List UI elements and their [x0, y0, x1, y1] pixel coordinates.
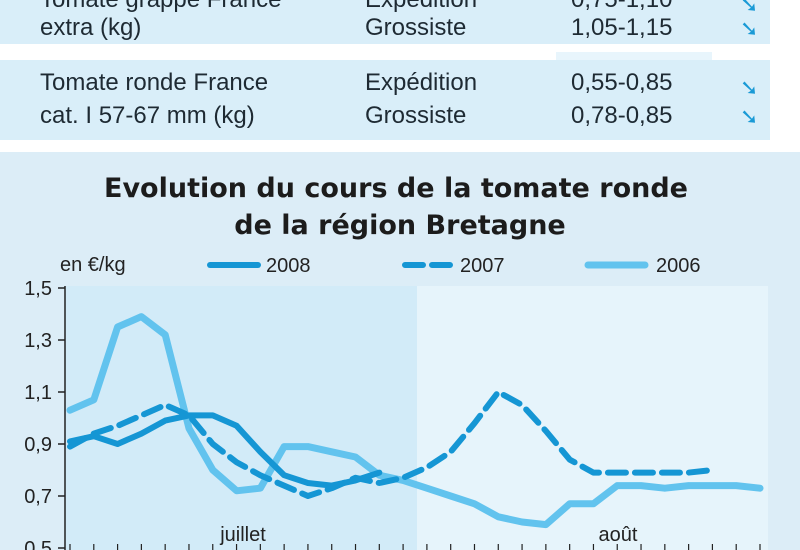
y-tick-label: 0,5 [24, 538, 52, 550]
product-name: Tomate ronde France [40, 69, 269, 96]
legend-label-2007: 2007 [460, 255, 505, 277]
market-stage: Expédition [365, 69, 478, 96]
arrow-down-right-icon: ➘ [740, 104, 759, 129]
arrow-down-right-icon: ➘ [740, 75, 759, 100]
x-axis: juillet août [69, 524, 761, 550]
legend-label-2008: 2008 [266, 255, 311, 277]
july-shaded-region [65, 286, 417, 550]
x-month-label: juillet [219, 524, 266, 546]
product-name: Tomate grappe France [40, 0, 281, 15]
arrow-down-right-icon: ➘ [740, 0, 759, 17]
legend-label-2006: 2006 [656, 255, 701, 277]
price-range: 0,75-1,10 [571, 0, 672, 15]
price-line-chart: Evolution du cours de la tomate ronde de… [24, 173, 768, 550]
series-line-2007 [67, 389, 716, 499]
y-tick-label: 1,5 [24, 278, 52, 300]
row-divider [0, 44, 775, 52]
y-tick-label: 1,3 [24, 330, 52, 352]
product-name: extra (kg) [40, 14, 142, 41]
market-stage: Grossiste [365, 102, 467, 129]
legend: 2008 2007 2006 [207, 255, 701, 277]
y-tick-label: 1,1 [24, 382, 52, 404]
arrow-down-right-icon: ➘ [740, 16, 759, 41]
x-month-label: août [599, 524, 638, 546]
august-region [417, 286, 768, 550]
price-table: Tomate grappe France extra (kg) Expéditi… [0, 0, 800, 140]
market-stage: Expédition [365, 0, 477, 15]
chart-title-line1: Evolution du cours de la tomate ronde [104, 173, 688, 204]
product-name: cat. I 57-67 mm (kg) [40, 102, 255, 129]
market-stage: Grossiste [365, 14, 467, 41]
y-axis: 1,5 1,3 1,1 0,9 0,7 0,5 [24, 278, 66, 550]
y-tick-label: 0,7 [24, 486, 52, 508]
price-range: 0,55-0,85 [571, 69, 673, 96]
series-layer [66, 313, 764, 529]
y-tick-label: 0,9 [24, 434, 52, 456]
chart-title-line2: de la région Bretagne [234, 210, 566, 241]
series-line-2008 [67, 412, 383, 489]
table-row [0, 60, 770, 140]
price-range: 0,78-0,85 [571, 102, 673, 129]
y-axis-unit-label: en €/kg [60, 254, 126, 276]
table-row [0, 0, 770, 44]
price-range: 1,05-1,15 [571, 14, 673, 41]
